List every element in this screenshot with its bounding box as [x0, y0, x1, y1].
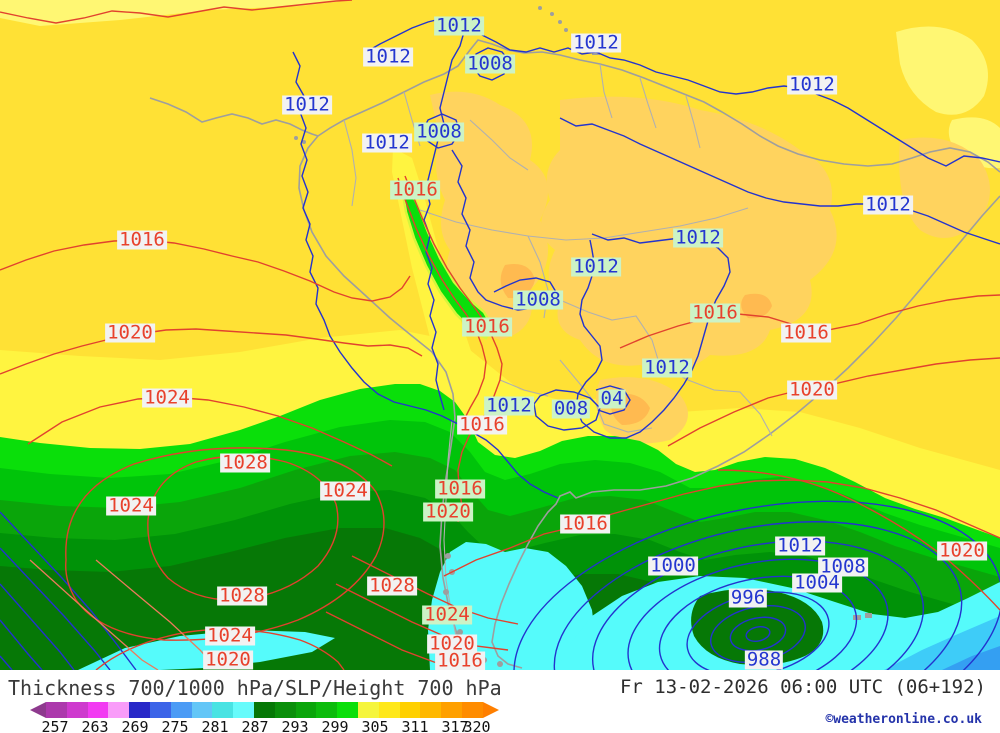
colorbar-tick: 287 [241, 718, 269, 733]
pressure-label: 1012 [363, 45, 413, 68]
pressure-label: 1016 [457, 413, 507, 436]
colorbar-tick: 257 [41, 718, 69, 733]
colorbar-segment [170, 702, 192, 718]
colorbar-segment [87, 702, 109, 718]
colorbar-segment [191, 702, 213, 718]
pressure-label: 008 [551, 397, 591, 420]
pressure-label: 1008 [818, 555, 868, 578]
colorbar [30, 702, 499, 718]
colorbar-tick: 299 [321, 718, 349, 733]
pressure-label: 1020 [937, 539, 987, 562]
pressure-label: 1016 [435, 649, 485, 672]
colorbar-segment [46, 702, 67, 718]
pressure-label: 1024 [320, 479, 370, 502]
pressure-label: 996 [728, 586, 768, 609]
pressure-label: 1012 [484, 394, 534, 417]
pressure-label: 04 [598, 387, 626, 410]
colorbar-segment [441, 702, 462, 718]
colorbar-tick: 311 [401, 718, 429, 733]
colorbar-segment [420, 702, 442, 718]
pressure-label: 1012 [362, 131, 412, 154]
colorbar-arrow-left [30, 702, 46, 718]
colorbar-tick: 275 [161, 718, 189, 733]
pressure-label: 1028 [367, 574, 417, 597]
colorbar-segment [108, 702, 130, 718]
legend-footer: Thickness 700/1000 hPa/SLP/Height 700 hP… [0, 670, 1000, 733]
pressure-label: 1016 [690, 301, 740, 324]
pressure-label: 1000 [648, 554, 698, 577]
pressure-label: 1012 [787, 73, 837, 96]
pressure-label: 1020 [787, 378, 837, 401]
pressure-label: 1008 [465, 52, 515, 75]
colorbar-segment [399, 702, 421, 718]
pressure-label: 1016 [435, 477, 485, 500]
pressure-label: 1028 [220, 451, 270, 474]
pressure-label: 1012 [571, 31, 621, 54]
pressure-label: 1008 [513, 288, 563, 311]
pressure-label: 1012 [434, 14, 484, 37]
pressure-label: 988 [744, 648, 784, 671]
colorbar-segment [149, 702, 171, 718]
pressure-label: 1016 [117, 228, 167, 251]
pressure-label: 1016 [390, 178, 440, 201]
colorbar-segment [233, 702, 254, 718]
pressure-label: 1028 [217, 584, 267, 607]
pressure-label: 1012 [775, 534, 825, 557]
isobars-blue [0, 17, 1000, 670]
colorbar-tick: 263 [81, 718, 109, 733]
pressure-label: 1024 [106, 494, 156, 517]
colorbar-tick: 281 [201, 718, 229, 733]
pressure-label: 1024 [205, 624, 255, 647]
pressure-label: 1004 [792, 571, 842, 594]
pressure-label: 1016 [462, 315, 512, 338]
colorbar-segment [66, 702, 88, 718]
colorbar-segment [295, 702, 317, 718]
colorbar-tick: 269 [121, 718, 149, 733]
colorbar-ticks: 257 263 269 275 281 287 293 299 305 311 317 320 [0, 718, 520, 733]
colorbar-segment [337, 702, 358, 718]
colorbar-tick: 305 [361, 718, 389, 733]
pressure-label: 1024 [422, 603, 472, 626]
colorbar-tick: 317 [441, 718, 469, 733]
colorbar-segment [253, 702, 275, 718]
copyright-link[interactable]: ©weatheronline.co.uk [825, 712, 982, 727]
pressure-label: 1012 [673, 226, 723, 249]
colorbar-segment [274, 702, 296, 718]
legend-title: Thickness 700/1000 hPa/SLP/Height 700 hP… [8, 676, 502, 700]
pressure-label: 1020 [427, 632, 477, 655]
pressure-label: 1020 [203, 648, 253, 671]
pressure-label: 1020 [423, 500, 473, 523]
colorbar-segment [461, 702, 483, 718]
pressure-label: 1012 [571, 255, 621, 278]
pressure-label: 1020 [105, 321, 155, 344]
colorbar-tick: 320 [463, 718, 491, 733]
forecast-datetime: Fr 13-02-2026 06:00 UTC (06+192) [619, 676, 986, 698]
pressure-label: 1012 [282, 93, 332, 116]
colorbar-segment [378, 702, 400, 718]
colorbar-tick: 293 [281, 718, 309, 733]
pressure-label: 1024 [142, 386, 192, 409]
colorbar-segment [316, 702, 338, 718]
pressure-label: 1008 [414, 120, 464, 143]
pressure-label: 1012 [863, 193, 913, 216]
pressure-label: 1012 [642, 356, 692, 379]
colorbar-segment [212, 702, 234, 718]
pressure-label: 1016 [781, 321, 831, 344]
colorbar-segment [129, 702, 150, 718]
colorbar-arrow-right [482, 702, 499, 718]
pressure-label: 1016 [560, 512, 610, 535]
colorbar-segment [357, 702, 379, 718]
